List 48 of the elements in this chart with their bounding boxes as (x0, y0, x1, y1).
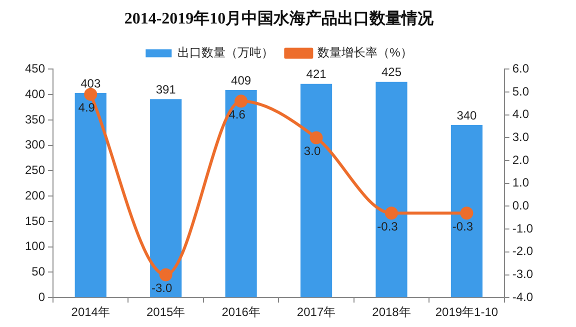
y2-tick-label: -2.0 (512, 244, 534, 258)
x-tick-label: 2016年 (222, 305, 260, 320)
data-label: -0.3 (452, 219, 474, 234)
y-tick-label: 350 (24, 112, 46, 126)
y-tick-label: 100 (24, 239, 46, 254)
y-tick-label: 0 (38, 290, 46, 304)
y2-tick-label: 1.0 (512, 176, 530, 190)
point (159, 268, 172, 282)
x-tick-label: 2018年 (372, 305, 411, 320)
data-label: 3.0 (304, 144, 321, 158)
data-label: 391 (156, 82, 176, 96)
y2-tick-label: 0.0 (512, 198, 530, 213)
x-tick-label: 2019年1-10 (435, 305, 498, 320)
y2-tick-label: -4.0 (512, 290, 534, 304)
y-tick-label: 200 (24, 188, 46, 202)
y-tick-label: 250 (24, 163, 46, 178)
chart-title: 2014-2019年10月中国水海产品出口数量情况 (124, 10, 435, 28)
y-tick-label: 450 (24, 62, 46, 76)
point (234, 94, 248, 108)
data-label: 4.6 (228, 107, 246, 122)
data-label: -0.3 (377, 219, 398, 234)
y-tick-label: 150 (24, 214, 46, 228)
legend-label: 出口数量（万吨） (178, 46, 274, 60)
data-label: 340 (456, 108, 478, 122)
x-tick-label: 2017年 (296, 305, 336, 320)
point (460, 206, 474, 220)
data-label: -3.0 (152, 281, 173, 296)
y2-tick-label: -1.0 (512, 221, 534, 236)
data-label: 421 (306, 67, 327, 82)
point (310, 131, 323, 144)
y2-tick-label: 5.0 (512, 84, 530, 98)
y-tick-label: 50 (32, 264, 46, 279)
data-label: 4.9 (78, 100, 96, 115)
legend-label: 数量增长率（%） (318, 46, 412, 60)
y-tick-label: 300 (24, 138, 46, 152)
x-tick-label: 2014年 (71, 305, 110, 320)
y-tick-label: 400 (24, 86, 46, 101)
x-tick-label: 2015年 (146, 305, 186, 320)
y2-tick-label: -3.0 (512, 267, 534, 282)
y2-tick-label: 6.0 (512, 62, 530, 76)
data-label: 403 (80, 76, 101, 90)
point (84, 88, 98, 101)
data-label: 425 (381, 65, 402, 80)
data-label: 409 (231, 73, 252, 88)
point (384, 206, 398, 220)
y2-tick-label: 2.0 (512, 152, 530, 167)
y2-tick-label: 3.0 (512, 130, 530, 144)
y2-tick-label: 4.0 (512, 107, 530, 122)
